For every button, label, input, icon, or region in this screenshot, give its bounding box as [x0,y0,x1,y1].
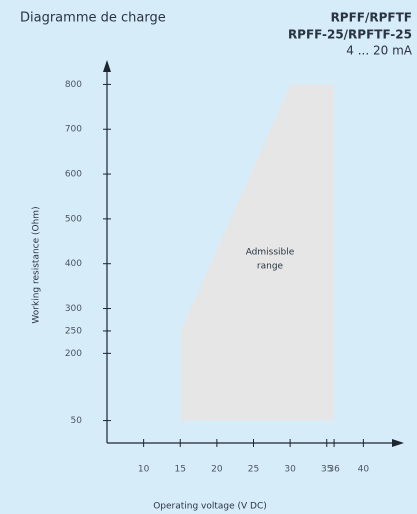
y-tick-label: 800 [65,80,82,90]
chart-title: Diagramme de charge [20,11,166,26]
x-tick-label: 25 [248,465,259,475]
y-tick-label: 600 [65,170,82,180]
y-tick-label: 200 [65,349,82,359]
x-axis-arrow [392,439,404,447]
y-axis-arrow [103,60,111,72]
y-tick-label: 250 [65,326,82,336]
x-tick-label: 10 [138,465,150,475]
x-tick-label: 35 [321,465,332,475]
annotation: Admissible [246,248,295,258]
y-tick-label: 300 [65,304,82,314]
x-tick-label: 15 [175,465,186,475]
admissible-area [180,84,335,421]
y-tick-label: 500 [65,214,82,224]
y-tick-label: 700 [65,125,82,135]
x-tick-label: 36 [328,465,340,475]
y-tick-label: 400 [65,259,82,269]
y-axis-label: Working resistance (Ohm) [32,206,42,323]
annotation: range [257,262,284,272]
x-tick-label: 40 [358,465,370,475]
subtitle: RPFF-25/RPFTF-25 [288,28,412,42]
subtitle: RPFF/RPFTF [331,11,412,25]
y-tick-label: 50 [71,416,83,426]
x-tick-label: 30 [284,465,296,475]
x-tick-label: 20 [211,465,223,475]
subtitle: 4 ... 20 mA [346,44,412,58]
x-axis-label: Operating voltage (V DC) [153,502,267,512]
